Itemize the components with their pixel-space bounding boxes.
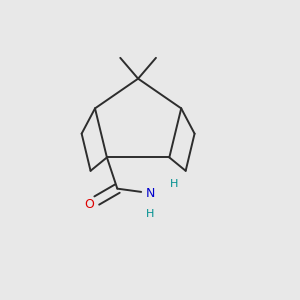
Text: N: N (145, 187, 155, 200)
Text: H: H (146, 209, 154, 219)
Text: O: O (84, 199, 94, 212)
Text: H: H (169, 179, 178, 189)
